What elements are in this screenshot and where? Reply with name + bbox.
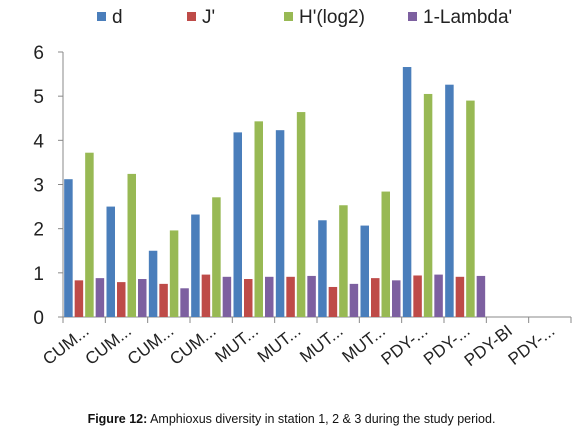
bar-4-6 <box>307 275 316 317</box>
bar-3-8 <box>381 191 390 317</box>
y-tick-label: 5 <box>33 87 44 108</box>
legend-label: 1-Lambda' <box>423 7 512 28</box>
x-category-label: PDY-BI <box>461 321 516 370</box>
bar-2-7 <box>328 286 338 317</box>
y-tick-label: 4 <box>33 131 44 152</box>
legend-swatch <box>408 12 417 21</box>
bar-2-8 <box>371 278 380 317</box>
y-tick-label: 6 <box>33 43 44 64</box>
bar-3-7 <box>339 205 348 317</box>
y-tick-label: 1 <box>33 264 44 285</box>
bar-1-10 <box>445 84 454 317</box>
bar-3-3 <box>169 230 179 317</box>
bar-3-6 <box>296 112 306 317</box>
y-tick-label: 0 <box>33 308 44 329</box>
y-axis-ticks: 0 1 2 3 4 5 6 <box>33 43 63 329</box>
x-category-label: CUM... <box>166 321 219 369</box>
legend-label: J' <box>202 7 215 28</box>
bar-2-2 <box>117 282 126 317</box>
x-category-label: PDY-... <box>378 321 432 369</box>
caption-text: Amphioxus diversity in station 1, 2 & 3 … <box>147 412 496 426</box>
bar-3-4 <box>212 197 221 317</box>
bar-2-4 <box>201 274 211 317</box>
legend: d J' H'(log2) 1-Lambda' <box>97 7 512 28</box>
bar-4-10 <box>476 275 486 317</box>
bar-1-5 <box>233 132 242 317</box>
y-tick-label: 3 <box>33 176 44 197</box>
bar-4-2 <box>138 279 147 317</box>
bar-2-9 <box>413 275 422 317</box>
bar-1-7 <box>318 220 327 317</box>
bar-3-10 <box>466 100 475 317</box>
bar-1-9 <box>402 67 412 318</box>
bar-2-5 <box>244 279 253 317</box>
y-tick-label: 2 <box>33 220 44 241</box>
bar-4-7 <box>349 283 359 317</box>
x-category-label: MUT... <box>296 321 346 366</box>
x-category-label: MUT... <box>212 321 262 366</box>
bar-2-3 <box>159 283 168 317</box>
x-axis-ticks <box>62 317 572 323</box>
x-category-label: MUT... <box>254 321 304 366</box>
bar-1-2 <box>106 206 115 317</box>
legend-label: d <box>112 7 123 28</box>
x-category-label: CUM... <box>124 321 177 369</box>
legend-swatch <box>187 12 196 21</box>
caption-label: Figure 12: <box>87 412 148 426</box>
figure-caption: Figure 12: Amphioxus diversity in statio… <box>0 412 583 426</box>
x-category-label: CUM... <box>39 321 92 369</box>
bar-2-1 <box>74 280 84 317</box>
legend-swatch <box>284 12 293 21</box>
bar-1-6 <box>275 130 285 317</box>
bar-3-2 <box>127 173 136 317</box>
bar-4-3 <box>180 288 189 317</box>
bar-4-1 <box>95 278 105 317</box>
x-axis-labels: CUM...CUM...CUM...CUM...MUT...MUT...MUT.… <box>39 321 558 370</box>
bar-1-1 <box>64 179 73 317</box>
bar-4-9 <box>434 274 443 317</box>
bar-1-3 <box>148 250 158 317</box>
bar-1-8 <box>360 225 369 317</box>
x-category-label: CUM... <box>82 321 135 369</box>
bar-1-4 <box>191 214 200 317</box>
bar-2-6 <box>286 276 295 317</box>
bar-4-5 <box>265 276 274 317</box>
legend-swatch <box>97 12 106 21</box>
bars <box>64 67 486 318</box>
x-category-label: PDY-... <box>505 321 559 369</box>
legend-label: H'(log2) <box>299 7 365 28</box>
bar-3-1 <box>85 152 94 317</box>
bar-3-5 <box>254 121 263 317</box>
bar-2-10 <box>455 276 465 317</box>
bar-4-8 <box>392 280 401 317</box>
bar-4-4 <box>222 276 232 317</box>
bar-3-9 <box>423 93 433 317</box>
